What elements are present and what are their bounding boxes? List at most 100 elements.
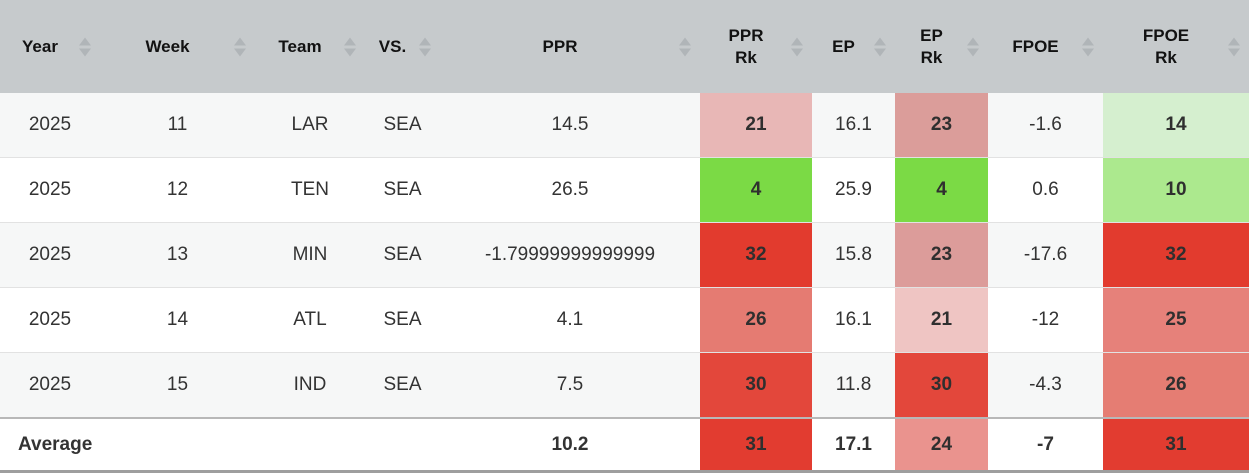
table-row: 2025 13 MIN SEA -1.79999999999999 32 15.8 23 -17… (0, 222, 1249, 288)
cell-fpoe: -1.6 (988, 93, 1103, 158)
sort-ascending-icon (874, 37, 886, 45)
cell-ppr: -1.79999999999999 (440, 222, 700, 288)
column-header-label: PPR (542, 36, 578, 56)
cell-ep: 16.1 (812, 287, 895, 353)
column-header-ppr_rk[interactable]: PPR Rk (700, 0, 812, 93)
table-row: 2025 12 TEN SEA 26.5 4 25.9 4 0.6 10 (0, 157, 1249, 223)
cell-ppr_rk: 31 (700, 417, 812, 472)
cell-week: 11 (100, 93, 255, 158)
sort-descending-icon (679, 48, 691, 56)
sort-arrows (791, 37, 803, 56)
header-row: Year Week Team VS. PPR PPR Rk EP EP Rk FPOE FPOE Rk (0, 0, 1249, 93)
cell-ppr: 10.2 (440, 417, 700, 472)
cell-vs: SEA (365, 287, 440, 353)
cell-ep_rk: 23 (895, 222, 988, 288)
cell-ppr_rk: 30 (700, 352, 812, 419)
cell-fpoe: -17.6 (988, 222, 1103, 288)
cell-ep_rk: 4 (895, 157, 988, 223)
table-body: 2025 11 LAR SEA 14.5 21 16.1 23 -1.6 14 2025 12 TEN S… (0, 93, 1249, 472)
column-header-fpoe_rk[interactable]: FPOE Rk (1103, 0, 1249, 93)
cell-week: 14 (100, 287, 255, 353)
table-row: 2025 11 LAR SEA 14.5 21 16.1 23 -1.6 14 (0, 93, 1249, 158)
column-header-ppr[interactable]: PPR (440, 0, 700, 93)
cell-ppr: 4.1 (440, 287, 700, 353)
cell-ep: 17.1 (812, 417, 895, 472)
sort-descending-icon (234, 48, 246, 56)
column-header-label: Year (22, 36, 58, 56)
cell-fpoe_rk: 31 (1103, 417, 1249, 472)
cell-fpoe_rk: 26 (1103, 352, 1249, 419)
column-header-ep_rk[interactable]: EP Rk (895, 0, 988, 93)
sort-ascending-icon (419, 37, 431, 45)
cell-ep_rk: 24 (895, 417, 988, 472)
average-row: Average 10.2 31 17.1 24 -7 31 (0, 417, 1249, 472)
cell-ep: 11.8 (812, 352, 895, 419)
cell-ppr_rk: 4 (700, 157, 812, 223)
sort-ascending-icon (344, 37, 356, 45)
sort-arrows (874, 37, 886, 56)
sort-descending-icon (967, 48, 979, 56)
cell-week: 13 (100, 222, 255, 288)
sort-ascending-icon (79, 37, 91, 45)
column-header-label: Week (145, 36, 190, 56)
sort-ascending-icon (679, 37, 691, 45)
cell-ep: 16.1 (812, 93, 895, 158)
column-header-label: PPR Rk (728, 26, 764, 67)
cell-fpoe_rk: 32 (1103, 222, 1249, 288)
sort-descending-icon (419, 48, 431, 56)
cell-year: 2025 (0, 93, 100, 158)
cell-ppr_rk: 32 (700, 222, 812, 288)
column-header-vs[interactable]: VS. (365, 0, 440, 93)
sort-ascending-icon (791, 37, 803, 45)
sort-descending-icon (874, 48, 886, 56)
cell-vs: SEA (365, 352, 440, 419)
cell-year: 2025 (0, 352, 100, 419)
sort-ascending-icon (234, 37, 246, 45)
cell-ppr_rk: 21 (700, 93, 812, 158)
column-header-label: FPOE Rk (1142, 26, 1190, 67)
sort-arrows (344, 37, 356, 56)
cell-fpoe: -12 (988, 287, 1103, 353)
cell-team: LAR (255, 93, 365, 158)
cell-year: 2025 (0, 222, 100, 288)
sort-descending-icon (1082, 48, 1094, 56)
table-row: 2025 14 ATL SEA 4.1 26 16.1 21 -12 25 (0, 287, 1249, 353)
cell-week: 12 (100, 157, 255, 223)
cell-fpoe_rk: 25 (1103, 287, 1249, 353)
cell-vs: SEA (365, 157, 440, 223)
cell-week: 15 (100, 352, 255, 419)
cell-year: Average (0, 417, 100, 472)
sort-arrows (419, 37, 431, 56)
cell-year: 2025 (0, 157, 100, 223)
cell-year: 2025 (0, 287, 100, 353)
sort-arrows (79, 37, 91, 56)
cell-fpoe_rk: 14 (1103, 93, 1249, 158)
column-header-year[interactable]: Year (0, 0, 100, 93)
column-header-label: FPOE (1012, 36, 1059, 56)
cell-ppr: 14.5 (440, 93, 700, 158)
cell-fpoe: -7 (988, 417, 1103, 472)
cell-ep: 15.8 (812, 222, 895, 288)
column-header-fpoe[interactable]: FPOE (988, 0, 1103, 93)
column-header-label: Team (278, 36, 322, 56)
table-header: Year Week Team VS. PPR PPR Rk EP EP Rk FPOE FPOE Rk (0, 0, 1249, 93)
cell-ppr: 26.5 (440, 157, 700, 223)
sort-ascending-icon (1228, 37, 1240, 45)
column-header-week[interactable]: Week (100, 0, 255, 93)
cell-team: ATL (255, 287, 365, 353)
sort-descending-icon (791, 48, 803, 56)
sort-arrows (967, 37, 979, 56)
sort-arrows (679, 37, 691, 56)
cell-ppr_rk: 26 (700, 287, 812, 353)
cell-team: IND (255, 352, 365, 419)
column-header-team[interactable]: Team (255, 0, 365, 93)
column-header-ep[interactable]: EP (812, 0, 895, 93)
cell-team (255, 417, 365, 472)
cell-vs: SEA (365, 222, 440, 288)
column-header-label: EP Rk (920, 26, 943, 67)
sort-descending-icon (79, 48, 91, 56)
cell-week (100, 417, 255, 472)
cell-ep_rk: 30 (895, 352, 988, 419)
